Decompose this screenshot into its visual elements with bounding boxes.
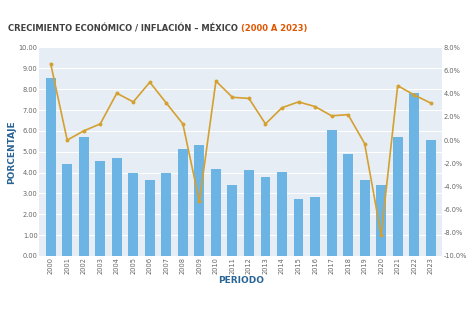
Bar <box>261 177 271 256</box>
Bar <box>194 146 204 256</box>
Text: (2000 A 2023): (2000 A 2023) <box>241 24 307 33</box>
Bar <box>79 137 89 256</box>
Bar <box>343 154 353 256</box>
Bar <box>62 164 72 256</box>
Text: CRECIMIENTO ECONÓMICO / INFLACIÓN – MÉXICO: CRECIMIENTO ECONÓMICO / INFLACIÓN – MÉXI… <box>8 24 241 33</box>
Bar <box>376 185 386 256</box>
Bar <box>360 180 370 256</box>
Bar <box>277 172 287 256</box>
Y-axis label: PORCENTAJE: PORCENTAJE <box>7 120 16 184</box>
Bar <box>327 130 337 256</box>
Bar <box>161 173 171 256</box>
Bar <box>244 170 254 256</box>
Bar <box>310 197 320 256</box>
Bar <box>393 137 402 256</box>
Bar <box>95 161 105 256</box>
Bar <box>145 180 155 256</box>
Bar <box>46 78 55 256</box>
Bar <box>128 173 138 256</box>
Bar <box>293 199 303 256</box>
X-axis label: PERIODO: PERIODO <box>218 276 264 285</box>
Bar <box>211 169 221 256</box>
Bar <box>178 149 188 256</box>
Bar <box>409 93 419 256</box>
Bar <box>426 140 436 256</box>
Bar <box>112 158 122 256</box>
Bar <box>228 185 237 256</box>
